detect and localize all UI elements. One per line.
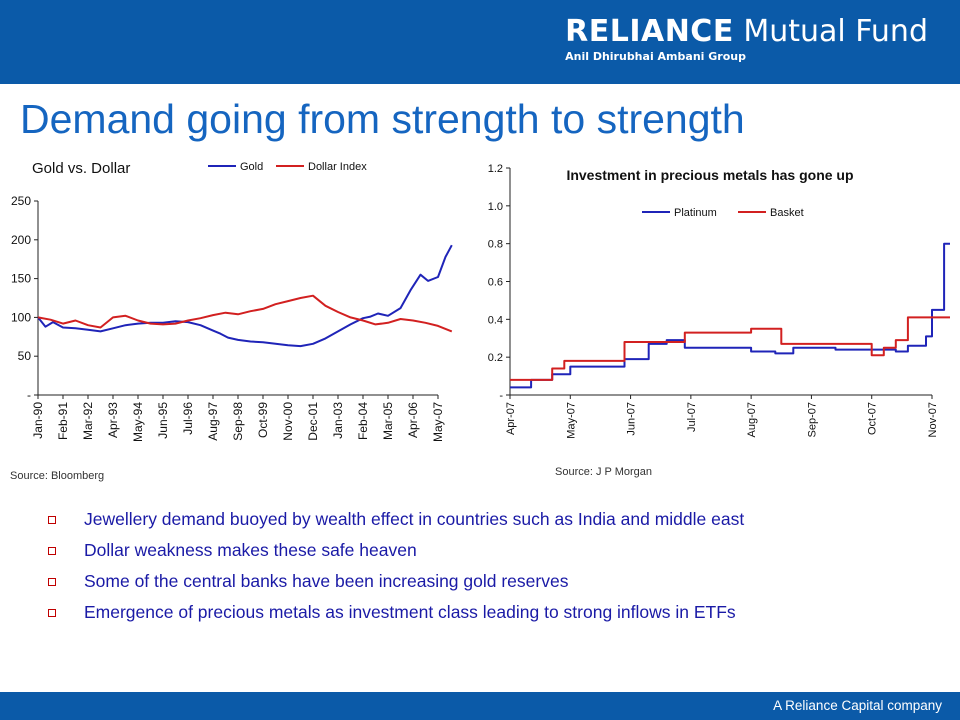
x-tick-label: Feb-91 [56,402,70,440]
x-tick-label: Jan-03 [331,402,345,439]
brand-logo: RELIANCE Mutual Fund Anil Dhirubhai Amba… [565,14,928,64]
series-line-dollar-index [37,294,453,333]
y-tick-label: 1.2 [488,163,503,175]
chart-title: Gold vs. Dollar [32,160,130,177]
page-title: Demand going from strength to strength [20,96,745,142]
legend-label: Dollar Index [308,161,367,173]
y-tick-label: 250 [11,194,31,208]
y-axis-title: AUM in US$ mn [470,231,471,329]
legend-label: Basket [770,207,804,219]
bullet-item: Emergence of precious metals as investme… [44,601,934,632]
series-line-basket [510,316,950,381]
y-tick-label: 200 [11,233,31,247]
x-tick-label: Sep-98 [231,402,245,441]
bullet-square-icon [48,609,56,617]
y-tick-label: 0.8 [488,239,503,251]
x-tick-label: Mar-05 [381,402,395,440]
x-tick-label: May-94 [131,402,145,442]
x-tick-label: Oct-07 [867,402,879,435]
x-tick-label: Jul-96 [181,402,195,435]
series-line-gold [37,244,453,348]
source-right: Source: J P Morgan [555,466,653,478]
y-tick-label: 0.4 [488,314,503,326]
x-tick-label: Sep-07 [806,402,818,437]
chart-title: Investment in precious metals has gone u… [566,167,853,183]
header-bar: RELIANCE Mutual Fund Anil Dhirubhai Amba… [0,0,960,84]
x-tick-label: Oct-99 [256,402,270,438]
y-tick-label: 150 [11,272,31,286]
bullet-list: Jewellery demand buoyed by wealth effect… [44,508,934,632]
y-tick-label: - [27,388,31,402]
footer-bar: A Reliance Capital company [0,692,960,720]
bullet-item: Jewellery demand buoyed by wealth effect… [44,508,934,539]
logo-group: Anil Dhirubhai Ambani Group [565,50,746,63]
bullet-square-icon [48,547,56,555]
x-tick-label: May-07 [565,402,577,439]
x-tick-label: Jun-95 [156,402,170,439]
x-tick-label: Apr-93 [106,402,120,438]
x-tick-label: Nov-07 [927,402,939,437]
x-tick-label: Jan-90 [31,402,45,439]
logo-brand: RELIANCE [565,14,734,49]
bullet-text: Dollar weakness makes these safe heaven [84,540,417,560]
footer-text: A Reliance Capital company [773,698,942,713]
x-tick-label: Nov-00 [281,402,295,441]
y-tick-label: - [499,390,503,402]
bullet-text: Some of the central banks have been incr… [84,571,569,591]
bullet-item: Some of the central banks have been incr… [44,570,934,601]
x-tick-label: Jun-07 [626,402,638,436]
y-tick-label: 100 [11,310,31,324]
x-tick-label: Aug-97 [206,402,220,441]
source-left: Source: Bloomberg [10,470,105,482]
bullet-item: Dollar weakness makes these safe heaven [44,539,934,570]
logo-fund: Mutual Fund [743,14,928,49]
bullet-square-icon [48,578,56,586]
bullet-square-icon [48,516,56,524]
x-tick-label: Feb-04 [356,402,370,440]
x-tick-label: Dec-01 [306,402,320,441]
legend-label: Gold [240,161,263,173]
bullet-text: Emergence of precious metals as investme… [84,602,736,622]
y-tick-label: 1.0 [488,201,503,213]
legend-label: Platinum [674,207,717,219]
bullet-text: Jewellery demand buoyed by wealth effect… [84,509,745,529]
x-tick-label: Aug-07 [746,402,758,437]
x-tick-label: May-07 [431,402,445,442]
y-tick-label: 50 [18,349,32,363]
x-tick-label: Jul-07 [686,402,698,432]
x-tick-label: Mar-92 [81,402,95,440]
gold-vs-dollar-chart: - 50 100 150 200 250 Jan-90 Feb-91 Mar-92 Apr-93 M… [11,160,453,442]
y-tick-label: 0.6 [488,277,503,289]
x-tick-label: Apr-07 [505,402,517,435]
y-tick-label: 0.2 [488,352,503,364]
x-tick-label: Apr-06 [406,402,420,438]
precious-metals-chart: - 0.2 0.4 0.6 0.8 1.0 1.2 Apr-07 May-07 Jun-07 Jul… [470,163,950,439]
series-line-platinum [510,242,950,389]
